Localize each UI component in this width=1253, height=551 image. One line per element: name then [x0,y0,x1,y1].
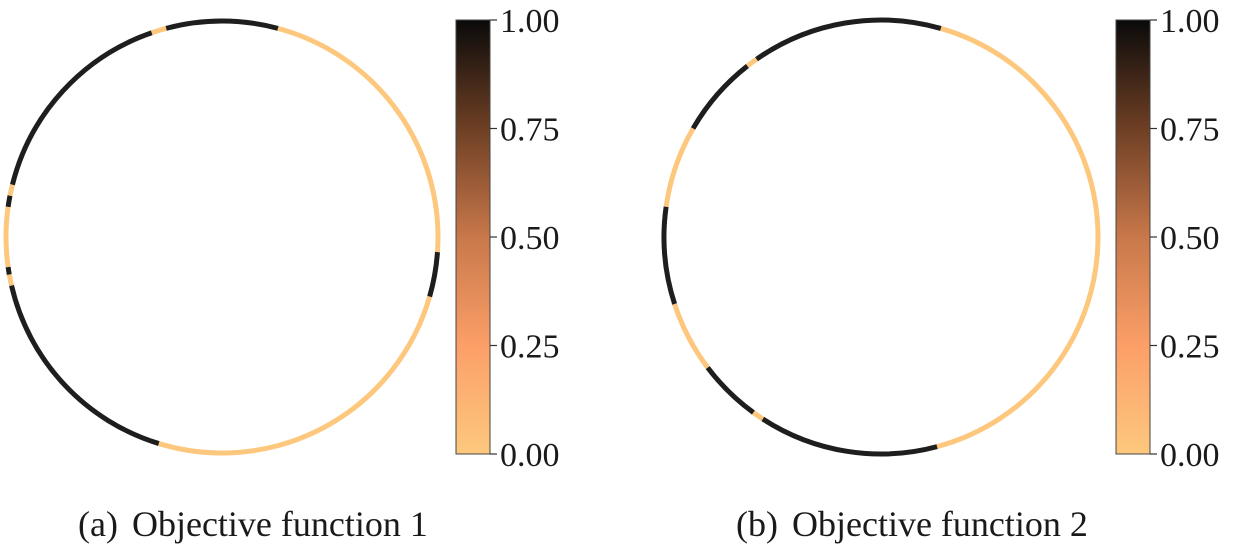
ring-segment-b-2 [745,57,758,68]
ring-segment-a-5 [5,195,13,208]
colorbar-tick-label-a-1: 0.25 [500,329,560,366]
colorbar-tick-label-b-1: 0.25 [1160,329,1220,366]
colorbar-tick-label-a-2: 0.50 [500,220,560,257]
caption-a: (a) Objective function 1 [78,502,428,546]
caption-a-tag: (a) [78,504,118,544]
caption-b-label: Objective function 2 [791,504,1088,544]
colorbar-tick-label-a-4: 1.00 [500,3,560,40]
ring-segment-a-7 [5,266,12,275]
ring-segment-b-5 [661,206,677,305]
caption-a-label: Objective function 1 [131,504,428,544]
colorbar-a [455,19,491,455]
panel-a: 0.00 0.25 0.50 0.75 1.00 [3,3,560,474]
ring-segment-a-4 [7,184,15,197]
ring-segment-a-11 [277,421,332,449]
caption-b: (b) Objective function 2 [736,502,1088,546]
ring-segment-a-14 [434,236,441,253]
colorbar-tick-label-b-4: 1.00 [1160,3,1220,40]
colorbar-tick-label-b-2: 0.50 [1160,220,1220,257]
colorbar-tick-label-b-0: 0.00 [1160,437,1220,474]
ring-segment-a-3 [9,30,153,186]
ring-segment-b-7 [705,366,755,415]
ring-segment-a-6 [3,206,11,268]
ring-segment-a-9 [9,285,160,446]
ring-segment-b-9 [761,416,938,457]
colorbar-tick-label-b-3: 0.75 [1160,112,1220,149]
ring-segment-a-13 [427,251,440,298]
ring-segment-a-8 [6,274,14,287]
panel-b: 0.00 0.25 0.50 0.75 1.00 [661,3,1220,474]
ring-segment-a-0 [277,25,441,238]
ring-segment-b-10 [936,236,1101,450]
ring-segment-b-0 [940,26,1101,238]
ring-segment-b-6 [672,303,710,370]
ring-segment-b-4 [663,127,696,208]
colorbar-tick-label-a-0: 0.00 [500,437,560,474]
ring-segment-a-1 [165,18,279,31]
ring-segment-b-8 [751,410,765,422]
ring-segment-a-12 [328,295,433,427]
ring-segment-a-10 [158,441,279,456]
ring-segment-b-1 [755,17,942,62]
colorbar-tick-label-a-3: 0.75 [500,112,560,149]
colorbar-b [1115,19,1151,455]
caption-b-tag: (b) [736,504,778,544]
ring-segment-b-3 [690,64,749,130]
ring-segment-a-2 [150,25,167,36]
